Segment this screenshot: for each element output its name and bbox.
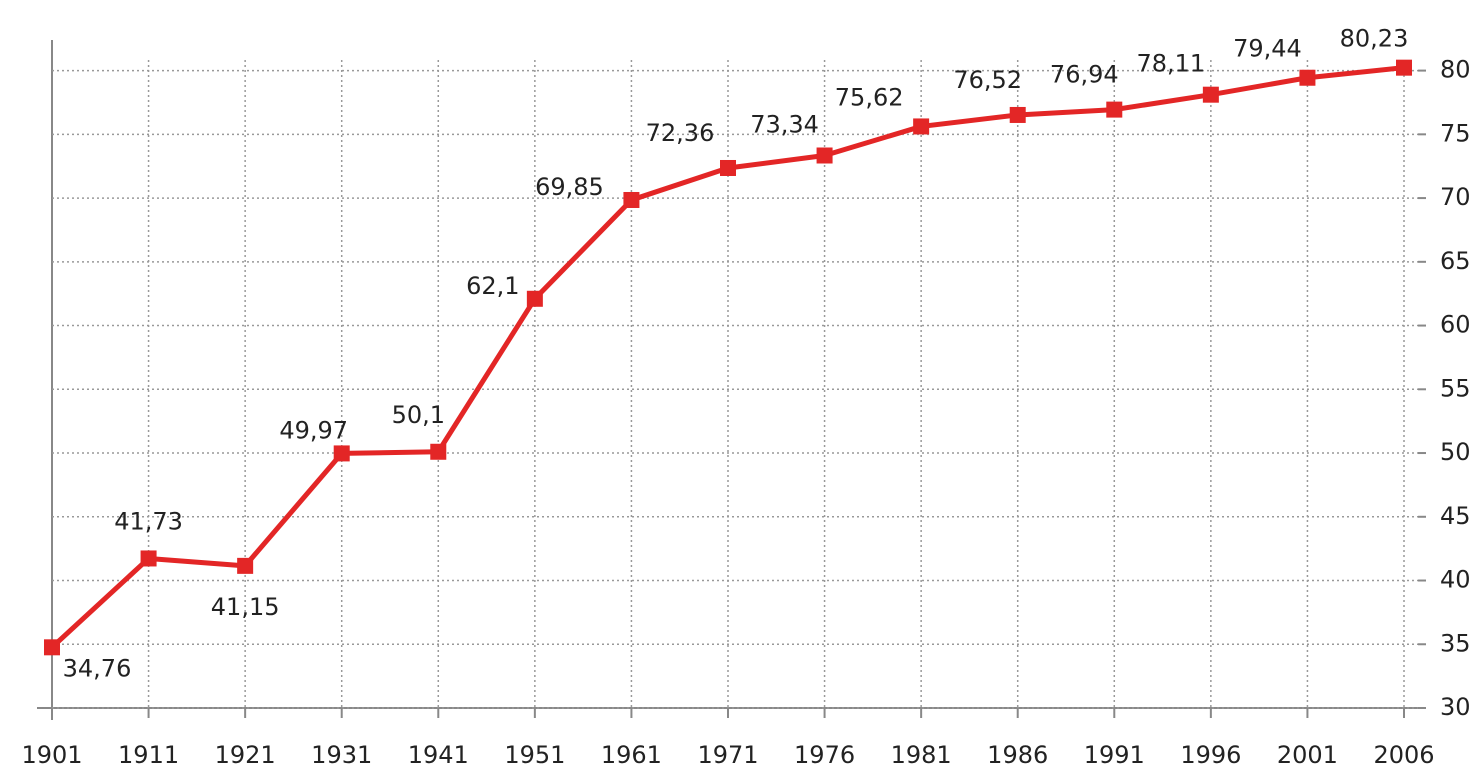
x-tick-label: 1986	[987, 741, 1048, 769]
data-label: 41,73	[114, 507, 183, 535]
data-label: 50,1	[392, 401, 445, 429]
marker	[527, 291, 543, 307]
x-tick-label: 1931	[311, 741, 372, 769]
marker	[334, 445, 350, 461]
marker	[141, 550, 157, 566]
y-tick-label: 50	[1440, 438, 1471, 466]
y-tick-label: 80	[1440, 56, 1471, 84]
data-label: 62,1	[466, 272, 519, 300]
x-tick-label: 1991	[1084, 741, 1145, 769]
x-tick-label: 1971	[697, 741, 758, 769]
y-tick-label: 45	[1440, 502, 1471, 530]
marker	[1010, 107, 1026, 123]
data-label: 76,94	[1050, 61, 1119, 89]
x-tick-label: 1921	[215, 741, 276, 769]
x-tick-label: 2006	[1373, 741, 1434, 769]
marker	[623, 192, 639, 208]
data-label: 72,36	[646, 119, 715, 147]
data-label: 73,34	[750, 110, 819, 138]
x-tick-label: 1961	[601, 741, 662, 769]
x-tick-label: 1976	[794, 741, 855, 769]
y-tick-label: 30	[1440, 693, 1471, 721]
marker	[720, 160, 736, 176]
data-label: 34,76	[63, 654, 132, 682]
x-tick-label: 1996	[1180, 741, 1241, 769]
data-label: 49,97	[279, 416, 348, 444]
data-label: 78,11	[1136, 50, 1205, 78]
marker	[237, 558, 253, 574]
data-label: 79,44	[1233, 35, 1302, 63]
x-tick-label: 1981	[891, 741, 952, 769]
x-tick-label: 1951	[504, 741, 565, 769]
data-label: 41,15	[211, 593, 280, 621]
x-tick-label: 1941	[408, 741, 469, 769]
chart: 30 35 40 45 50 55 60 65 70 75 80 1901 1911 1921 1931 19…	[0, 0, 1482, 781]
y-tick-label: 60	[1440, 311, 1471, 339]
marker	[1106, 102, 1122, 118]
y-tick-label: 70	[1440, 183, 1471, 211]
data-label: 75,62	[835, 83, 904, 111]
x-tick-label: 2001	[1277, 741, 1338, 769]
marker	[1396, 60, 1412, 76]
marker	[913, 118, 929, 134]
y-tick-label: 65	[1440, 247, 1471, 275]
y-tick-label: 55	[1440, 374, 1471, 402]
marker	[430, 444, 446, 460]
data-label: 69,85	[535, 173, 604, 201]
marker	[1203, 87, 1219, 103]
y-tick-label: 40	[1440, 566, 1471, 594]
x-tick-label: 1911	[118, 741, 179, 769]
marker	[817, 147, 833, 163]
data-label: 80,23	[1340, 25, 1409, 53]
x-tick-label: 1901	[21, 741, 82, 769]
y-tick-label: 35	[1440, 629, 1471, 657]
y-tick-label: 75	[1440, 119, 1471, 147]
data-label: 76,52	[953, 66, 1022, 94]
marker	[44, 639, 60, 655]
marker	[1299, 70, 1315, 86]
